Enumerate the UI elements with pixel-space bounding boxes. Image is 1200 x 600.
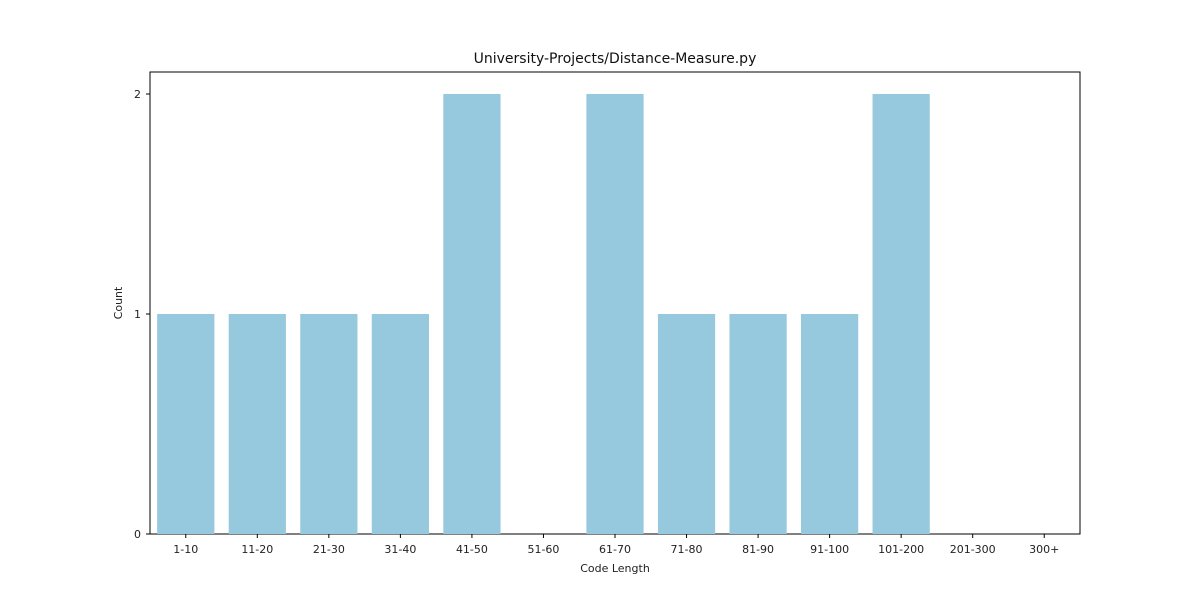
y-tick-label: 1 bbox=[134, 308, 141, 321]
x-axis-ticks: 1-10 11-20 21-30 31-40 41-50 51-60 61-70 71-80 8… bbox=[173, 534, 1059, 556]
x-tick-label: 91-100 bbox=[810, 543, 849, 556]
bar-31-40 bbox=[371, 314, 429, 534]
y-axis-label: Count bbox=[112, 286, 125, 319]
x-tick-label: 71-80 bbox=[671, 543, 703, 556]
x-tick-label: 51-60 bbox=[527, 543, 559, 556]
y-tick-label: 2 bbox=[134, 88, 141, 101]
bar-71-80 bbox=[657, 314, 716, 534]
x-tick-label: 300+ bbox=[1029, 543, 1059, 556]
x-axis-label: Code Length bbox=[580, 562, 650, 575]
bar-21-30 bbox=[300, 314, 358, 534]
bar-101-200 bbox=[872, 94, 930, 534]
bar-61-70 bbox=[586, 94, 644, 534]
x-tick-label: 201-300 bbox=[950, 543, 996, 556]
x-tick-label: 61-70 bbox=[599, 543, 631, 556]
chart-title: University-Projects/Distance-Measure.py bbox=[474, 51, 757, 67]
bar-11-20 bbox=[228, 314, 286, 534]
y-tick-label: 0 bbox=[134, 528, 141, 541]
y-axis-ticks: 0 1 2 bbox=[134, 88, 150, 541]
x-tick-label: 21-30 bbox=[313, 543, 345, 556]
x-tick-label: 31-40 bbox=[384, 543, 416, 556]
bar-41-50 bbox=[443, 94, 501, 534]
x-tick-label: 1-10 bbox=[173, 543, 198, 556]
x-tick-label: 41-50 bbox=[456, 543, 488, 556]
x-tick-label: 101-200 bbox=[878, 543, 924, 556]
bar-1-10 bbox=[157, 314, 215, 534]
bars-layer bbox=[157, 94, 930, 534]
bar-81-90 bbox=[729, 314, 787, 534]
x-tick-label: 81-90 bbox=[742, 543, 774, 556]
x-tick-label: 11-20 bbox=[241, 543, 273, 556]
bar-91-100 bbox=[801, 314, 859, 534]
